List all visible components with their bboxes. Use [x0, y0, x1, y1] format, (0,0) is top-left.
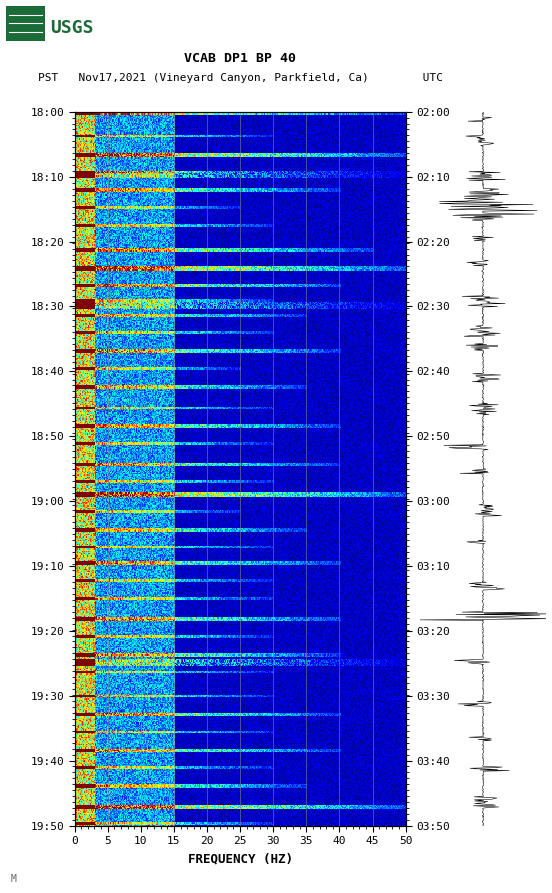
Text: VCAB DP1 BP 40: VCAB DP1 BP 40	[184, 52, 296, 64]
Text: PST   Nov17,2021 (Vineyard Canyon, Parkfield, Ca)        UTC: PST Nov17,2021 (Vineyard Canyon, Parkfie…	[38, 72, 443, 83]
Bar	[6, 6, 45, 40]
X-axis label: FREQUENCY (HZ): FREQUENCY (HZ)	[188, 852, 293, 865]
Text: M: M	[11, 874, 17, 884]
Text: USGS: USGS	[50, 19, 94, 37]
